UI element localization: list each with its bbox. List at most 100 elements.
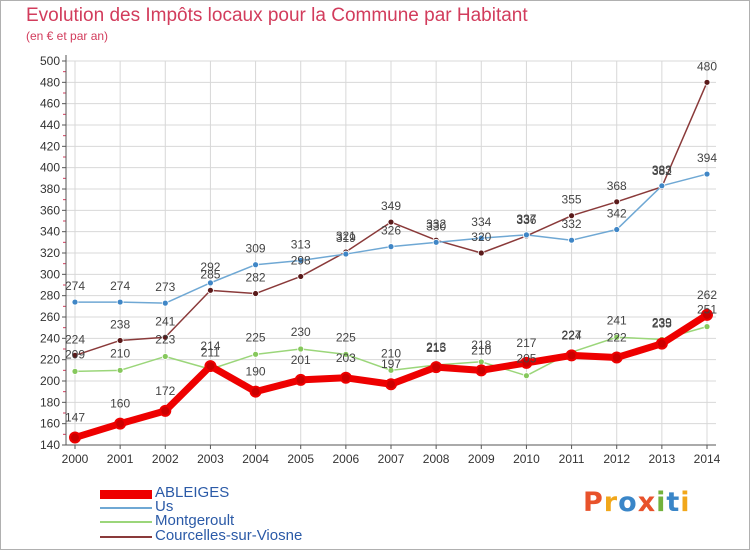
data-label: 274 [110, 279, 130, 293]
data-point [658, 182, 666, 190]
data-point [477, 249, 485, 257]
y-tick-label: 440 [40, 118, 60, 132]
data-point [432, 238, 440, 246]
data-label: 190 [246, 365, 266, 379]
data-point [252, 261, 259, 269]
data-label: 205 [516, 352, 536, 366]
data-label: 224 [562, 328, 582, 342]
data-point [342, 250, 350, 258]
y-tick-label: 160 [40, 417, 60, 431]
data-label: 238 [110, 317, 130, 331]
y-tick-label: 240 [40, 331, 60, 345]
data-label: 235 [652, 317, 672, 331]
proxiti-logo: Proxiti [583, 487, 691, 518]
data-label: 326 [381, 224, 401, 238]
legend-swatch [100, 490, 152, 499]
legend-swatch [100, 507, 152, 509]
data-point [655, 337, 668, 350]
y-tick-label: 500 [40, 54, 60, 68]
data-label: 336 [516, 213, 536, 227]
data-point [116, 337, 124, 344]
y-tick-label: 220 [40, 353, 60, 367]
legend-label: Courcelles-sur-Viosne [155, 527, 303, 544]
y-tick-label: 260 [40, 310, 60, 324]
data-label: 214 [200, 339, 220, 353]
data-label: 337 [516, 212, 536, 226]
x-tick-label: 2013 [649, 452, 676, 466]
data-label: 241 [155, 314, 175, 328]
data-label: 217 [516, 336, 536, 350]
data-point [613, 226, 621, 233]
y-tick-label: 460 [40, 97, 60, 111]
data-point [703, 78, 711, 86]
data-label: 197 [381, 357, 401, 371]
data-point [297, 257, 305, 264]
data-label: 368 [607, 179, 627, 193]
data-point [207, 286, 214, 294]
data-label: 227 [562, 328, 582, 342]
data-point [71, 298, 79, 306]
data-label: 330 [426, 219, 446, 233]
data-point [252, 350, 259, 358]
data-label: 211 [201, 345, 220, 359]
data-point [613, 198, 621, 206]
data-label: 225 [246, 330, 266, 344]
data-point [114, 417, 127, 430]
x-tick-label: 2006 [333, 452, 360, 466]
data-point [523, 372, 530, 380]
x-tick-label: 2011 [559, 452, 585, 466]
data-point [71, 351, 79, 359]
data-label: 209 [65, 347, 85, 361]
logo-letter: r [603, 487, 619, 518]
data-point [249, 385, 262, 398]
x-tick-label: 2012 [603, 452, 630, 466]
legend-swatch [100, 536, 152, 538]
legend-label: ABLEIGES [155, 484, 230, 501]
data-point [568, 236, 575, 244]
data-point [475, 364, 488, 377]
data-label: 215 [426, 341, 446, 355]
data-label: 224 [65, 332, 85, 346]
logo-letter: i [656, 487, 667, 518]
data-point [69, 431, 81, 444]
y-tick-label: 360 [40, 203, 60, 217]
data-label: 332 [426, 217, 446, 231]
data-label: 292 [200, 260, 220, 274]
data-label: 222 [607, 331, 627, 345]
data-point [204, 360, 217, 373]
data-label: 213 [426, 340, 446, 354]
data-point [297, 345, 305, 353]
data-point [387, 366, 395, 374]
data-point [161, 353, 169, 360]
legend-label: Montgeroult [155, 512, 235, 529]
data-label: 251 [697, 303, 717, 317]
data-point [387, 243, 395, 251]
data-label: 320 [471, 230, 491, 244]
data-label: 334 [471, 215, 491, 229]
data-label: 201 [291, 353, 311, 367]
data-point [116, 298, 124, 306]
data-point [297, 273, 305, 280]
data-label: 210 [381, 346, 401, 360]
data-label: 382 [652, 164, 672, 178]
data-label: 355 [562, 193, 582, 207]
logo-letter: i [680, 487, 691, 518]
y-tick-label: 300 [40, 267, 60, 281]
data-point [339, 371, 352, 384]
data-point [565, 349, 578, 362]
data-point [477, 234, 485, 242]
x-tick-label: 2007 [378, 452, 405, 466]
data-point [207, 279, 214, 287]
data-label: 282 [246, 271, 266, 285]
y-tick-label: 480 [40, 75, 60, 89]
data-label: 480 [697, 59, 717, 73]
data-label: 332 [562, 217, 582, 231]
data-point [703, 170, 711, 178]
data-label: 298 [291, 253, 311, 267]
data-point [161, 299, 169, 307]
data-point [159, 404, 172, 417]
data-point [116, 366, 124, 374]
data-label: 172 [155, 384, 175, 398]
logo-letter: P [583, 487, 604, 518]
